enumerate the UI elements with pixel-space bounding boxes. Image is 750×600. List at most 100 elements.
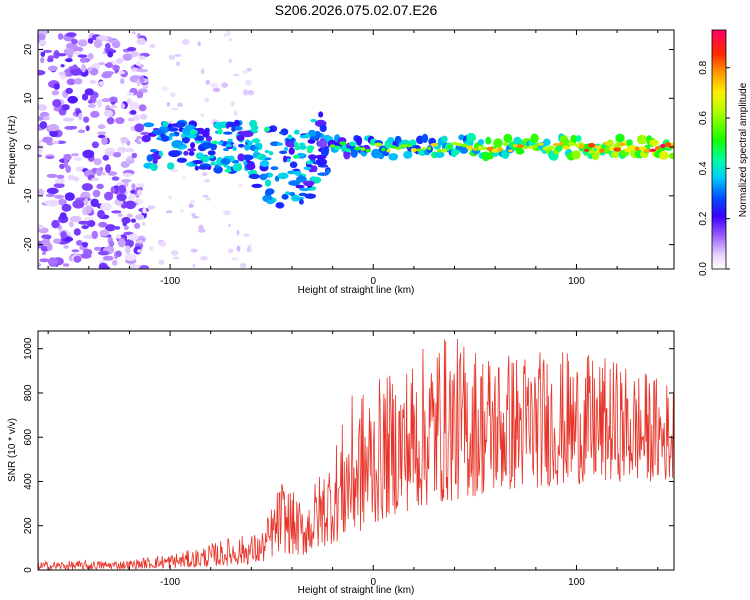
noise-blob xyxy=(110,105,118,109)
transition-blob xyxy=(245,139,251,144)
colorbar-label: Normalized spectral amplitude xyxy=(738,82,749,217)
noise-blob xyxy=(149,44,156,49)
noise-blob xyxy=(205,79,211,85)
noise-blob xyxy=(170,249,179,256)
signal-core xyxy=(613,147,621,152)
figure-title: S206.2026.075.02.07.E26 xyxy=(275,2,438,18)
transition-blob xyxy=(276,203,283,208)
noise-blob xyxy=(86,67,93,72)
signal-core xyxy=(523,145,528,150)
noise-blob xyxy=(85,205,93,214)
y-tick-label: 10 xyxy=(23,92,34,104)
noise-blob xyxy=(131,183,136,190)
noise-blob xyxy=(67,174,76,181)
noise-blob xyxy=(120,78,125,85)
noise-blob xyxy=(56,53,67,57)
y-tick-label: 200 xyxy=(23,517,34,534)
noise-blob xyxy=(97,99,102,108)
transition-blob xyxy=(268,150,274,156)
noise-blob xyxy=(88,99,93,104)
transition-blob xyxy=(299,134,308,139)
y-tick-label: -10 xyxy=(23,188,34,203)
signal-core xyxy=(562,145,570,150)
y-tick-label: 0 xyxy=(23,144,34,150)
noise-blob xyxy=(38,39,47,45)
transition-blob xyxy=(237,153,245,162)
noise-blob xyxy=(65,165,72,174)
signal-core xyxy=(456,142,463,147)
signal-core xyxy=(450,141,459,146)
transition-blob xyxy=(287,170,295,175)
transition-blob xyxy=(210,161,216,166)
noise-blob xyxy=(134,123,145,133)
noise-blob xyxy=(181,175,186,180)
noise-blob xyxy=(107,171,118,176)
noise-blob xyxy=(98,221,108,228)
transition-blob xyxy=(160,135,170,142)
transition-blob xyxy=(227,138,233,143)
transition-blob xyxy=(310,118,317,123)
noise-blob xyxy=(73,157,83,161)
noise-blob xyxy=(138,55,146,60)
transition-blob xyxy=(303,166,312,170)
noise-blob xyxy=(129,262,136,269)
signal-core xyxy=(406,143,412,148)
signal-core xyxy=(441,148,448,153)
noise-blob xyxy=(165,210,173,214)
signal-blob xyxy=(317,139,328,149)
transition-blob xyxy=(318,111,324,118)
noise-blob xyxy=(38,104,47,111)
noise-blob xyxy=(174,53,181,57)
transition-blob xyxy=(195,140,200,144)
noise-blob xyxy=(46,57,54,63)
signal-core xyxy=(399,144,408,148)
noise-blob xyxy=(81,225,89,230)
noise-blob xyxy=(125,245,131,255)
transition-blob xyxy=(187,148,197,152)
noise-blob xyxy=(100,202,112,211)
transition-blob xyxy=(293,141,299,147)
signal-core xyxy=(583,148,590,152)
noise-blob xyxy=(105,42,111,50)
noise-blob xyxy=(244,79,252,86)
transition-blob xyxy=(264,126,271,132)
noise-blob xyxy=(136,189,143,196)
noise-blob xyxy=(61,203,72,212)
noise-blob xyxy=(131,152,138,159)
signal-core xyxy=(538,142,544,146)
signal-blob xyxy=(388,153,399,161)
signal-core xyxy=(360,147,366,151)
signal-blob xyxy=(503,133,513,143)
noise-blob xyxy=(188,203,194,209)
transition-blob xyxy=(243,160,248,166)
snr-x-axis-label: Height of straight line (km) xyxy=(298,585,415,596)
noise-blob xyxy=(115,250,122,258)
noise-blob xyxy=(247,246,251,252)
signal-blob xyxy=(530,133,539,144)
signal-core xyxy=(349,141,357,147)
signal-core xyxy=(628,146,636,150)
noise-blob xyxy=(139,75,145,83)
signal-core xyxy=(472,147,477,151)
noise-blob xyxy=(54,177,66,184)
transition-blob xyxy=(201,129,210,138)
y-tick-label: 20 xyxy=(23,44,34,56)
noise-blob xyxy=(69,125,78,130)
noise-blob xyxy=(42,115,50,121)
noise-blob xyxy=(60,230,67,239)
noise-blob xyxy=(122,53,133,61)
y-tick-label: -20 xyxy=(23,237,34,252)
noise-blob xyxy=(78,220,91,225)
transition-blob xyxy=(167,127,179,132)
noise-blob xyxy=(221,82,229,88)
noise-blob xyxy=(138,264,150,269)
noise-blob xyxy=(63,153,72,161)
noise-blob xyxy=(131,218,136,223)
signal-core xyxy=(374,142,383,147)
noise-blob xyxy=(134,222,141,229)
noise-blob xyxy=(68,66,79,70)
transition-blob xyxy=(236,134,245,142)
noise-blob xyxy=(72,199,85,209)
transition-blob xyxy=(241,130,254,138)
